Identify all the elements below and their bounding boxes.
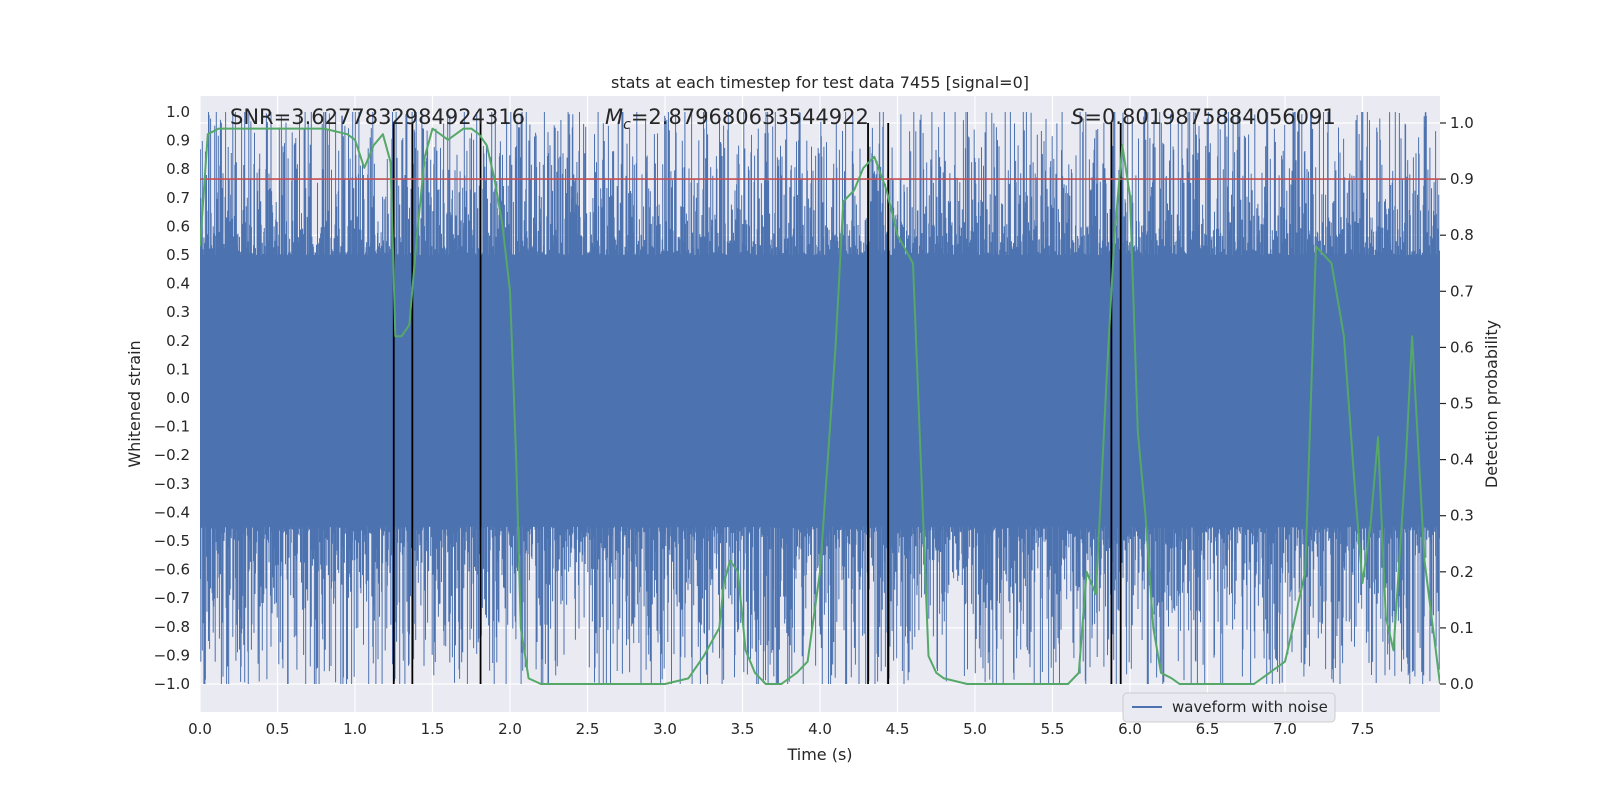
x-tick-label: 6.5: [1196, 720, 1220, 738]
x-tick-label: 3.0: [653, 720, 677, 738]
chirp-mass-subscript: c: [623, 117, 631, 133]
y-tick-label: 0.6: [166, 217, 190, 235]
y-tick-label: 0.2: [166, 332, 190, 350]
y-tick-label: −0.2: [154, 446, 190, 464]
y-tick-label: −0.6: [154, 561, 190, 579]
vertical-markers: [392, 123, 1122, 684]
detection-probability-series: [200, 127, 1440, 685]
x-axis-label: Time (s): [786, 745, 852, 764]
legend: waveform with noise: [1122, 692, 1336, 723]
legend-box: [1122, 692, 1336, 723]
y2-tick-label: 0.8: [1450, 226, 1474, 244]
y2-tick-label: 0.9: [1450, 170, 1474, 188]
y-tick-label: −0.5: [154, 532, 190, 550]
y-tick-label: −0.8: [154, 618, 190, 636]
y-axis-label: Whitened strain: [125, 340, 144, 467]
y-tick-label: 0.4: [166, 275, 190, 293]
x-tick-label: 4.5: [886, 720, 910, 738]
x-tick-label: 5.0: [963, 720, 987, 738]
y-tick-label: 0.5: [166, 246, 190, 264]
y2-tick-label: 0.5: [1450, 395, 1474, 413]
y-tick-label: 0.8: [166, 160, 190, 178]
s-annotation: S=0.8019875884056091: [1071, 105, 1336, 129]
y2-tick-label: 0.6: [1450, 338, 1474, 356]
x-tick-label: 0.0: [188, 720, 212, 738]
chirp-mass-value: =2.879680633544922: [631, 105, 869, 129]
y-tick-label: 0.0: [166, 389, 190, 407]
x-tick-label: 1.0: [343, 720, 367, 738]
chirp-mass-symbol: M: [605, 105, 623, 129]
detection-probability-line: [200, 127, 1440, 685]
y2-tick-label: 0.4: [1450, 451, 1474, 469]
y-axis-ticks: 1.0 0.9 0.8 0.7 0.6 0.5 0.4 0.3 0.2 0.1 0.0 −0.1 −0.…: [154, 103, 190, 693]
y-tick-label: 0.7: [166, 189, 190, 207]
s-symbol: S: [1071, 105, 1084, 129]
y-tick-label: 0.9: [166, 132, 190, 150]
x-tick-label: 2.0: [498, 720, 522, 738]
chart-title: stats at each timestep for test data 745…: [611, 73, 1029, 92]
y-tick-label: 1.0: [166, 103, 190, 121]
s-value: =0.8019875884056091: [1084, 105, 1335, 129]
x-tick-label: 5.5: [1041, 720, 1065, 738]
x-tick-label: 3.5: [731, 720, 755, 738]
y-tick-label: −0.7: [154, 589, 190, 607]
y-tick-label: −0.1: [154, 418, 190, 436]
y2-tick-label: 0.7: [1450, 282, 1474, 300]
snr-annotation: SNR=3.6277832984924316: [230, 105, 525, 129]
y2-axis-ticks: 1.0 0.9 0.8 0.7 0.6 0.5 0.4 0.3 0.2 0.1 0.0: [1440, 114, 1474, 693]
waveform-with-noise-series: [200, 112, 1440, 684]
x-tick-label: 4.0: [808, 720, 832, 738]
x-tick-label: 2.5: [576, 720, 600, 738]
x-tick-label: 6.0: [1118, 720, 1142, 738]
chirp-mass-annotation: Mc=2.879680633544922: [605, 105, 869, 133]
y2-tick-label: 0.2: [1450, 563, 1474, 581]
y2-tick-label: 0.0: [1450, 675, 1474, 693]
x-axis-ticks: 0.0 0.5 1.0 1.5 2.0 2.5 3.0 3.5 4.0 4.5 5.0 5.5 6.0 6…: [188, 720, 1374, 738]
y-tick-label: 0.1: [166, 360, 190, 378]
y2-tick-label: 0.1: [1450, 619, 1474, 637]
y-tick-label: −0.4: [154, 503, 190, 521]
x-tick-label: 0.5: [266, 720, 290, 738]
y-tick-label: −0.3: [154, 475, 190, 493]
y2-tick-label: 0.3: [1450, 507, 1474, 525]
x-tick-label: 1.5: [421, 720, 445, 738]
y2-tick-label: 1.0: [1450, 114, 1474, 132]
x-tick-label: 7.5: [1351, 720, 1375, 738]
y-tick-label: −1.0: [154, 675, 190, 693]
y-tick-label: 0.3: [166, 303, 190, 321]
y2-axis-label: Detection probability: [1482, 320, 1501, 488]
x-tick-label: 7.0: [1273, 720, 1297, 738]
legend-label-waveform: waveform with noise: [1172, 698, 1328, 716]
y-tick-label: −0.9: [154, 646, 190, 664]
